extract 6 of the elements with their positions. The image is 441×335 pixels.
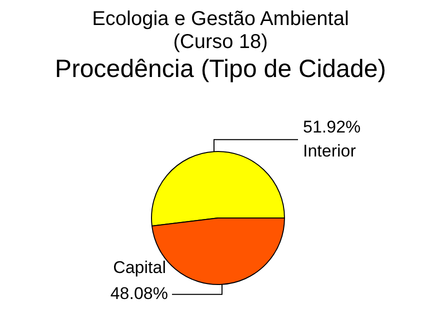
data-label: 51.92% (303, 117, 361, 136)
slice-label: Interior (303, 141, 356, 160)
chart-subtitle: Procedência (Tipo de Cidade) (54, 54, 388, 84)
data-label: 48.08% (110, 284, 168, 304)
chart-title: Ecologia e Gestão Ambiental (Curso 18) (91, 8, 350, 54)
slice-label: Capital (113, 258, 166, 278)
